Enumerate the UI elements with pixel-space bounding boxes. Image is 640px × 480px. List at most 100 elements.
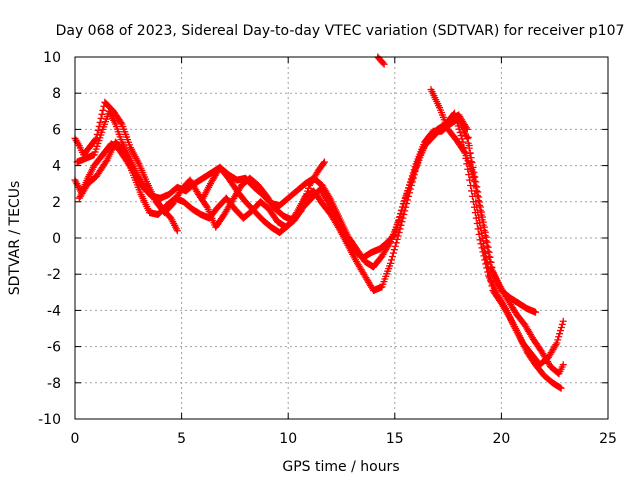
data-point — [390, 246, 398, 254]
data-point — [397, 206, 405, 214]
data-point — [320, 159, 328, 167]
data-point — [481, 232, 489, 240]
x-tick-label: 10 — [279, 431, 297, 447]
data-point — [474, 225, 482, 233]
data-point — [117, 119, 125, 127]
x-tick-label: 5 — [177, 431, 186, 447]
data-point — [94, 126, 102, 134]
data-point — [482, 237, 490, 245]
data-point — [556, 327, 564, 335]
data-point — [465, 141, 473, 149]
x-tick-label: 0 — [71, 431, 80, 447]
data-point — [389, 249, 397, 257]
data-point — [463, 125, 471, 133]
data-point — [486, 258, 494, 266]
y-tick-label: 4 — [52, 159, 61, 175]
data-point — [92, 134, 100, 142]
data-point — [483, 264, 491, 272]
data-point — [173, 227, 181, 235]
data-point — [202, 202, 210, 210]
data-point — [394, 220, 402, 228]
data-point — [482, 260, 490, 268]
data-point — [453, 119, 461, 127]
data-point — [473, 220, 481, 228]
chart-title: Day 068 of 2023, Sidereal Day-to-day VTE… — [56, 23, 625, 39]
data-point — [98, 110, 106, 118]
y-axis-label: SDTVAR / TECUs — [7, 181, 23, 296]
series-track-4 — [71, 86, 567, 378]
data-point — [558, 320, 566, 328]
data-point — [484, 268, 492, 276]
data-point — [380, 60, 388, 68]
data-point — [320, 158, 328, 166]
x-tick-label: 15 — [386, 431, 404, 447]
data-point — [97, 114, 105, 122]
data-point — [559, 317, 567, 325]
data-point — [451, 112, 459, 120]
data-point — [395, 217, 403, 225]
data-point — [474, 197, 482, 205]
data-point — [473, 187, 481, 195]
data-point — [470, 203, 478, 211]
data-point — [554, 336, 562, 344]
data-point — [296, 208, 304, 216]
data-point — [391, 242, 399, 250]
data-point — [379, 59, 387, 67]
data-point — [388, 253, 396, 261]
data-point — [392, 227, 400, 235]
data-point — [399, 214, 407, 222]
data-point — [458, 135, 466, 143]
data-point — [465, 171, 473, 179]
data-point — [556, 330, 564, 338]
y-tick-label: -4 — [47, 303, 61, 319]
data-point — [472, 214, 480, 222]
data-point — [478, 244, 486, 252]
data-point — [464, 133, 472, 141]
data-point — [476, 236, 484, 244]
plot-frame — [74, 56, 609, 420]
data-point — [557, 323, 565, 331]
data-point — [555, 333, 563, 341]
data-point — [559, 361, 567, 369]
data-point — [481, 256, 489, 264]
data-point — [483, 242, 491, 250]
data-point — [450, 109, 458, 117]
data-point — [393, 235, 401, 243]
data-point — [398, 218, 406, 226]
data-point — [478, 216, 486, 224]
data-point — [471, 209, 479, 217]
data-point — [501, 303, 509, 311]
data-point — [390, 231, 398, 239]
data-point — [396, 210, 404, 218]
data-point — [391, 230, 399, 238]
data-point — [557, 384, 565, 392]
data-point — [95, 122, 103, 130]
data-point — [324, 198, 332, 206]
y-tick-label: -2 — [47, 267, 61, 283]
data-point — [484, 247, 492, 255]
data-point — [553, 339, 561, 347]
y-tick-label: 2 — [52, 195, 61, 211]
data-point — [93, 130, 101, 138]
data-point — [457, 132, 465, 140]
data-point — [473, 192, 481, 200]
data-point — [470, 172, 478, 180]
data-point — [398, 203, 406, 211]
data-point — [393, 224, 401, 232]
data-point — [395, 229, 403, 237]
data-point — [96, 118, 104, 126]
data-point — [479, 221, 487, 229]
data-point — [466, 176, 474, 184]
y-tick-label: -10 — [38, 412, 61, 428]
data-point — [456, 128, 464, 136]
data-point — [552, 341, 560, 349]
data-point — [477, 240, 485, 248]
y-tick-label: 10 — [43, 50, 61, 66]
y-tick-label: -8 — [47, 376, 61, 392]
data-point — [477, 211, 485, 219]
data-point — [476, 206, 484, 214]
x-axis-label: GPS time / hours — [282, 459, 399, 475]
data-point — [397, 221, 405, 229]
y-tick-label: 8 — [52, 86, 61, 102]
